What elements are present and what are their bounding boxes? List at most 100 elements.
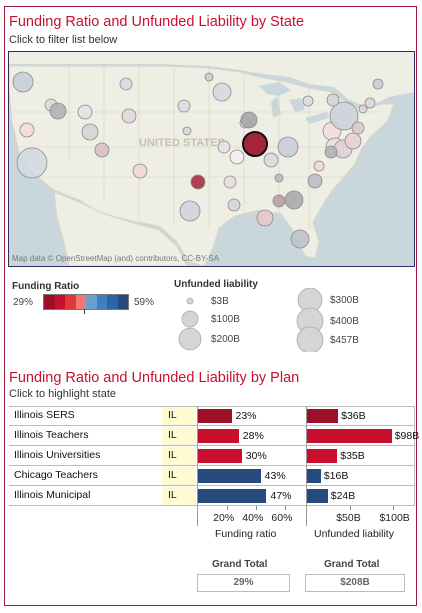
table-row[interactable]: [9, 486, 414, 506]
state-bubble[interactable]: [77, 104, 93, 120]
liability-legend-457b: $457B: [330, 335, 359, 346]
canada-landmass: [9, 52, 414, 107]
state-bubble[interactable]: [358, 104, 368, 114]
liability-axis-title: Unfunded liability: [314, 528, 394, 540]
state-bubble[interactable]: [307, 173, 323, 189]
state-bubble[interactable]: [351, 121, 365, 135]
map-subtitle: Click to filter list below: [9, 34, 118, 46]
funding-ratio-bar[interactable]: [198, 429, 239, 443]
state-bubble[interactable]: [229, 149, 245, 165]
axis-tick-label: $100B: [379, 512, 410, 524]
state-bubble[interactable]: [277, 136, 299, 158]
state-bubble[interactable]: [274, 173, 284, 183]
state-bubbles[interactable]: [12, 71, 384, 249]
state-bubble[interactable]: [372, 78, 384, 90]
lake-huron: [289, 98, 305, 112]
map-country-label: UNITED STATES: [139, 137, 225, 149]
state-bubble[interactable]: [263, 152, 279, 168]
state-bubble[interactable]: [182, 126, 192, 136]
funding-scale-swatch: [86, 295, 97, 309]
state-bubble[interactable]: [217, 140, 231, 154]
state-bubble[interactable]: [256, 209, 274, 227]
map-canvas[interactable]: UNITED STATES: [9, 52, 414, 266]
funding-ratio-label: 43%: [264, 470, 286, 482]
state-bubble[interactable]: [290, 229, 310, 249]
liability-bar[interactable]: [307, 409, 339, 423]
state-bubble[interactable]: [302, 95, 314, 107]
funding-scale-swatch: [44, 295, 55, 309]
lake-michigan: [271, 96, 281, 118]
state-bubble[interactable]: [16, 147, 48, 179]
state-borders: [9, 66, 379, 230]
lake-superior: [259, 82, 291, 96]
plan-title: Funding Ratio and Unfunded Liability by …: [9, 370, 300, 386]
plan-state: IL: [168, 449, 177, 461]
state-bubble[interactable]: [119, 77, 133, 91]
state-bubble[interactable]: [81, 123, 99, 141]
funding-ratio-label: 23%: [235, 410, 257, 422]
funding-ratio-bar[interactable]: [198, 449, 242, 463]
funding-ratio-label: 28%: [242, 430, 264, 442]
map-title: Funding Ratio and Unfunded Liability by …: [9, 14, 305, 30]
axis-tick: [393, 506, 395, 510]
plan-name[interactable]: Chicago Teachers: [14, 469, 98, 481]
plan-subtitle: Click to highlight state: [9, 388, 116, 400]
state-bubble-selected[interactable]: [242, 131, 268, 157]
lake-erie: [305, 112, 329, 124]
state-bubble[interactable]: [121, 108, 137, 124]
state-bubble[interactable]: [12, 71, 34, 93]
axis-tick: [227, 506, 229, 510]
map-credit: Map data © OpenStreetMap (and) contribut…: [12, 254, 220, 263]
plan-state: IL: [168, 489, 177, 501]
state-bubble[interactable]: [313, 160, 325, 172]
liability-bar[interactable]: [307, 489, 328, 503]
plan-name[interactable]: Illinois Universities: [14, 449, 101, 461]
table-row[interactable]: [9, 426, 414, 446]
state-bubble[interactable]: [190, 174, 206, 190]
plan-state: IL: [168, 469, 177, 481]
funding-ratio-bar[interactable]: [198, 469, 261, 483]
state-bubble[interactable]: [326, 93, 340, 107]
table-row[interactable]: [9, 446, 414, 466]
state-bubble[interactable]: [132, 163, 148, 179]
liability-label: $36B: [341, 410, 366, 422]
grand-total-funding-value: 29%: [197, 574, 290, 592]
state-bubble[interactable]: [240, 111, 258, 129]
liability-bar[interactable]: [307, 429, 392, 443]
state-bubble[interactable]: [49, 102, 67, 120]
state-bubble[interactable]: [329, 101, 359, 131]
liability-bar[interactable]: [307, 449, 338, 463]
funding-legend-min: 29%: [13, 297, 34, 308]
funding-ratio-bar[interactable]: [198, 489, 267, 503]
liability-label: $24B: [330, 490, 356, 502]
plan-name[interactable]: Illinois Municipal: [14, 489, 91, 501]
state-bubble[interactable]: [179, 200, 201, 222]
liability-label: $98B: [394, 430, 420, 442]
state-map[interactable]: UNITED STATES Map data © OpenStreetMap (…: [8, 51, 415, 267]
state-cell-bg: [162, 487, 196, 505]
table-row[interactable]: [9, 406, 414, 426]
state-bubble[interactable]: [212, 82, 232, 102]
plan-state: IL: [168, 409, 177, 421]
funding-scale-swatch: [54, 295, 65, 309]
funding-ratio-bar[interactable]: [198, 409, 232, 423]
liability-legend-3b: $3B: [211, 296, 229, 307]
state-cell-bg: [162, 467, 196, 485]
state-bubble[interactable]: [204, 72, 214, 82]
state-bubble[interactable]: [227, 198, 241, 212]
liability-legend-400b: $400B: [330, 316, 359, 327]
state-bubble[interactable]: [272, 194, 286, 208]
state-bubble[interactable]: [223, 175, 237, 189]
table-row[interactable]: [9, 466, 414, 486]
state-bubble[interactable]: [177, 99, 191, 113]
plan-name[interactable]: Illinois Teachers: [14, 429, 89, 441]
liability-label: $16B: [323, 470, 349, 482]
state-bubble[interactable]: [94, 142, 110, 158]
state-bubble[interactable]: [324, 145, 338, 159]
state-bubble[interactable]: [344, 132, 362, 150]
state-bubble[interactable]: [284, 190, 304, 210]
state-bubble[interactable]: [364, 97, 376, 109]
liability-bar[interactable]: [307, 469, 321, 483]
plan-name[interactable]: Illinois SERS: [14, 409, 75, 421]
state-bubble[interactable]: [19, 122, 35, 138]
